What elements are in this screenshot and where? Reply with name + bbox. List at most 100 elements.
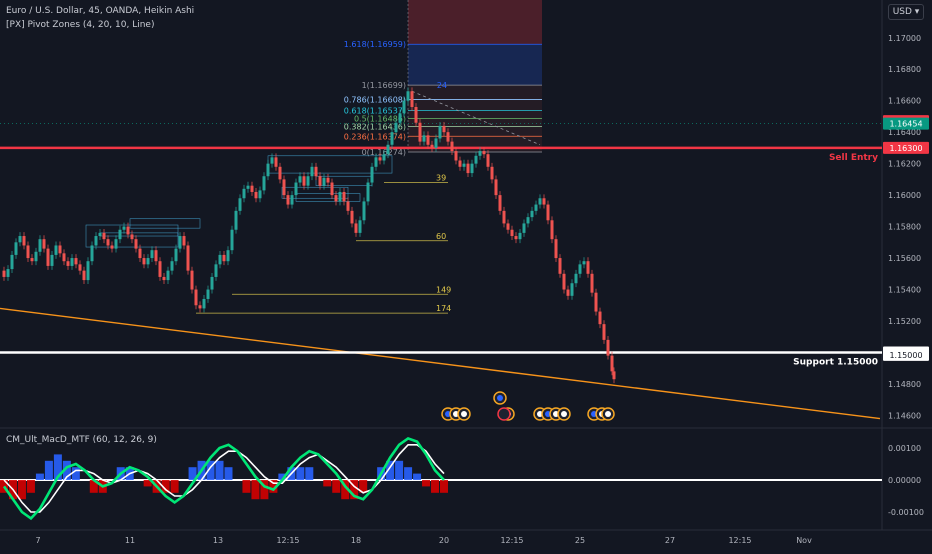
event-flag-icon [497, 395, 503, 401]
candle-body [486, 154, 490, 167]
price-tick-label: 1.15400 [888, 286, 921, 295]
pivot-label: 39 [436, 174, 446, 183]
symbol-title: Euro / U.S. Dollar, 45, OANDA, Heikin As… [6, 6, 195, 16]
macd-histogram-bar [350, 480, 359, 500]
fib-level-label: 1(1.16699) [362, 81, 406, 90]
macd-histogram-bar [26, 480, 35, 493]
candle-body [298, 176, 302, 183]
candle-body [42, 239, 46, 249]
candle-body [138, 248, 142, 259]
candle-body [34, 251, 38, 262]
candle-body [598, 311, 602, 325]
candle-body [22, 236, 26, 246]
macd-tick-label: 0.00100 [888, 444, 921, 453]
candle-body [46, 248, 50, 266]
candle-body [498, 195, 502, 211]
macd-histogram-bar [395, 460, 404, 480]
time-tick-label: 25 [575, 536, 585, 545]
macd-histogram-bar [269, 480, 278, 493]
candle-body [166, 270, 170, 281]
candle-body [362, 201, 366, 221]
fib-count-label: 24 [437, 81, 447, 90]
macd-histogram-bar [296, 467, 305, 480]
candle-body [606, 339, 610, 356]
candle-body [394, 122, 398, 133]
candle-body [586, 261, 590, 274]
macd-histogram-bar [431, 480, 440, 493]
macd-histogram-bar [422, 480, 431, 487]
candle-body [262, 176, 266, 191]
price-tick-label: 1.16200 [888, 160, 921, 169]
candle-body [530, 210, 534, 218]
macd-histogram-bar [341, 480, 350, 500]
macd-histogram-bar [89, 480, 98, 493]
candle-body [446, 132, 450, 142]
candle-body [174, 248, 178, 262]
candle-body [290, 195, 294, 205]
currency-selector[interactable]: USD ▾ [888, 4, 924, 20]
candle-body [70, 258, 74, 266]
candle-body [490, 166, 494, 180]
candle-body [326, 177, 330, 183]
candle-body [62, 253, 66, 262]
candle-body [390, 132, 394, 145]
price-tick-label: 1.14800 [888, 380, 921, 389]
candle-body [414, 107, 418, 123]
candle-body [382, 154, 386, 161]
fib-level-label: 0.5(1.16486) [354, 115, 406, 124]
candle-body [462, 163, 466, 167]
candle-body [162, 276, 166, 281]
candle-body [478, 151, 482, 156]
candle-body [142, 258, 146, 265]
price-badge [883, 348, 929, 361]
candle-body [582, 261, 586, 265]
candle-body [270, 157, 274, 164]
macd-histogram-bar [224, 467, 233, 480]
candle-body [330, 182, 334, 196]
macd-histogram-bar [278, 473, 287, 480]
price-tick-label: 1.17000 [888, 34, 921, 43]
fib-level-label: 0.618(1.16537) [344, 107, 406, 116]
candle-body [354, 223, 358, 233]
candle-body [6, 269, 10, 277]
event-flag-icon [461, 411, 467, 417]
candle-body [590, 273, 594, 293]
candle-body [50, 254, 54, 266]
candle-body [322, 177, 326, 186]
sell-entry-label: Sell Entry [829, 153, 878, 163]
candle-body [422, 135, 426, 142]
time-tick-label: 7 [35, 536, 40, 545]
candle-body [242, 188, 246, 199]
fib-target-zone [408, 44, 542, 86]
macd-histogram-bar [188, 467, 197, 480]
candle-body [612, 371, 616, 380]
time-tick-label: 27 [665, 536, 675, 545]
time-tick-label: Nov [796, 536, 812, 545]
macd-histogram-bar [359, 480, 368, 493]
candle-body [66, 261, 70, 266]
candle-body [510, 229, 514, 237]
candle-body [558, 258, 562, 274]
macd-histogram-bar [260, 480, 269, 500]
candle-body [570, 283, 574, 296]
candle-body [550, 220, 554, 240]
candle-body [150, 250, 154, 259]
price-tick-label: 1.16400 [888, 128, 921, 137]
macd-histogram-bar [170, 480, 179, 493]
candle-body [218, 254, 222, 265]
candle-body [314, 166, 318, 177]
candle-body [526, 217, 530, 224]
candle-body [438, 125, 442, 139]
candle-body [2, 270, 6, 277]
time-tick-label: 12:15 [728, 536, 751, 545]
candle-body [190, 270, 194, 290]
price-tick-label: 1.16800 [888, 65, 921, 74]
macd-histogram-bar [242, 480, 251, 493]
candle-body [398, 113, 402, 123]
candle-body [310, 166, 314, 177]
candle-body [430, 144, 434, 148]
candle-body [350, 210, 354, 224]
candle-body [82, 270, 86, 281]
